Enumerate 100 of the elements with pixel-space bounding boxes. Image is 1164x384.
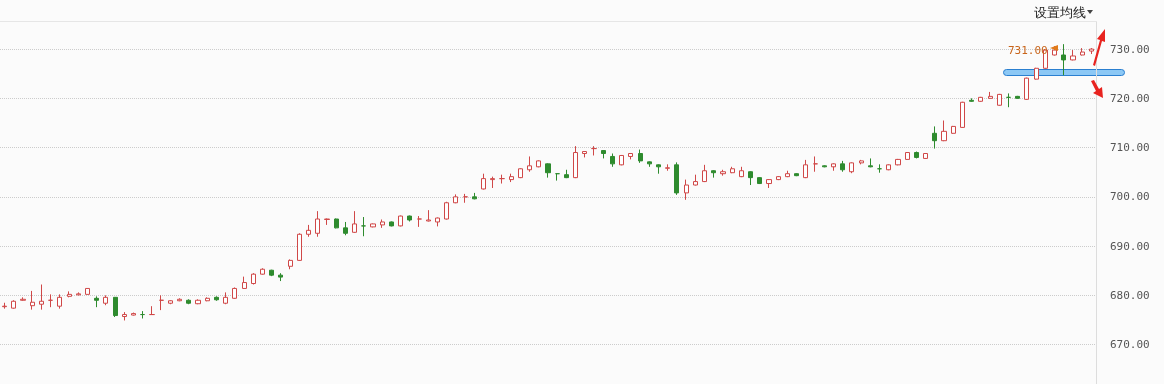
candlestick <box>619 154 624 166</box>
candlestick <box>509 173 514 183</box>
candlestick <box>435 217 440 227</box>
candlestick <box>665 163 670 172</box>
candlestick <box>76 291 81 296</box>
candlestick <box>205 296 210 302</box>
candlestick <box>315 210 320 238</box>
candlestick <box>914 151 919 159</box>
candlestick <box>849 161 854 174</box>
candlestick <box>822 164 827 168</box>
candlestick <box>813 155 818 173</box>
candlestick <box>398 215 403 227</box>
candlestick <box>831 162 836 172</box>
candlestick <box>969 97 974 103</box>
candlestick <box>186 298 191 305</box>
candlestick <box>223 291 228 305</box>
candlestick <box>122 311 127 321</box>
candlestick <box>527 155 532 173</box>
candlestick <box>380 219 385 229</box>
candlestick <box>30 290 35 311</box>
candlestick <box>48 293 53 308</box>
candlestick <box>1015 95 1020 100</box>
candlestick <box>647 160 652 168</box>
candlestick <box>656 163 661 175</box>
candlestick <box>674 161 679 196</box>
candlestick <box>481 173 486 190</box>
candlestick <box>748 170 753 186</box>
candlestick <box>242 276 247 290</box>
candlestick <box>251 272 256 286</box>
candlestick <box>472 192 477 200</box>
candlestick <box>453 193 458 204</box>
candlestick <box>278 272 283 282</box>
candlestick <box>177 297 182 302</box>
candlestick <box>444 201 449 220</box>
candlestick <box>39 284 44 311</box>
candlestick <box>269 269 274 277</box>
candlestick <box>1052 45 1057 56</box>
candlestick <box>131 312 136 317</box>
candlestick <box>545 162 551 179</box>
candlestick <box>518 167 523 179</box>
candlestick <box>1024 77 1029 101</box>
candlestick <box>730 166 735 174</box>
candlestick <box>1070 49 1076 61</box>
candlestick <box>490 176 495 189</box>
candlestick <box>941 120 947 142</box>
text: 设置均线 <box>1034 4 1086 22</box>
candlestick <box>720 169 726 177</box>
candlestick <box>1006 92 1011 108</box>
candlestick <box>886 163 891 171</box>
candlestick <box>361 216 366 237</box>
candlestick <box>978 96 983 103</box>
y-tick-label: 720.00 <box>1110 91 1150 105</box>
candlestick <box>20 296 26 302</box>
candlestick <box>1061 43 1066 76</box>
candlestick <box>766 178 772 189</box>
candlestick <box>11 299 16 310</box>
candlestick <box>94 295 99 308</box>
candlestick <box>739 166 744 178</box>
y-tick-label: 670.00 <box>1110 338 1150 352</box>
candlestick <box>260 267 265 276</box>
candlestick <box>536 159 541 168</box>
candlestick <box>149 305 155 316</box>
candlestick <box>417 215 422 228</box>
candlestick <box>582 150 587 158</box>
candlestick <box>803 159 808 179</box>
candlestick <box>905 151 910 161</box>
candlestick <box>370 222 376 228</box>
candlestick <box>1089 47 1094 55</box>
candlestick <box>923 152 928 160</box>
candlestick <box>628 152 633 160</box>
candlestick <box>195 298 201 305</box>
candlestick <box>214 295 219 302</box>
candlestick <box>113 296 118 318</box>
candlestick <box>159 294 164 311</box>
candlestick <box>757 176 762 185</box>
candlestick <box>794 172 799 177</box>
candlestick <box>988 91 993 100</box>
y-tick-label: 680.00 <box>1110 288 1150 302</box>
candlestick <box>1080 47 1085 56</box>
candlestick <box>573 145 578 179</box>
candlestick <box>67 290 72 298</box>
candlestick <box>591 145 597 156</box>
candlestick <box>168 299 173 305</box>
candlestick <box>997 93 1002 107</box>
y-tick-label: 690.00 <box>1110 239 1150 253</box>
candlestick <box>601 149 606 159</box>
annotation: 731.00 <box>1008 44 1048 57</box>
y-tick-label: 710.00 <box>1110 141 1150 155</box>
candlestick <box>895 158 901 166</box>
candlestick <box>343 221 348 236</box>
candlestick <box>324 218 330 226</box>
candlestick <box>288 258 293 270</box>
candlestick <box>232 286 237 300</box>
candlestick <box>711 169 716 179</box>
candlestick <box>684 179 689 201</box>
candlestick <box>638 149 643 164</box>
candlestick <box>389 220 394 227</box>
candlestick <box>785 170 790 178</box>
candlestick <box>297 232 302 262</box>
candlestick <box>407 215 412 222</box>
